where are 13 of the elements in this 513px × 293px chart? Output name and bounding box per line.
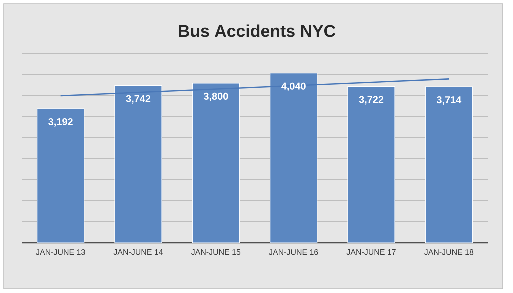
data-label: 3,192 (48, 118, 73, 127)
data-label: 3,742 (126, 95, 151, 104)
chart-title: Bus Accidents NYC (179, 24, 336, 38)
data-label: 3,722 (359, 96, 384, 105)
data-label: 3,800 (204, 92, 228, 102)
bar (425, 86, 473, 244)
bar (114, 86, 162, 244)
bar (348, 86, 396, 244)
bar (37, 108, 85, 244)
bar (192, 83, 240, 244)
data-label: 3,714 (436, 96, 462, 106)
data-label: 4,040 (282, 82, 306, 92)
bar (270, 73, 318, 244)
